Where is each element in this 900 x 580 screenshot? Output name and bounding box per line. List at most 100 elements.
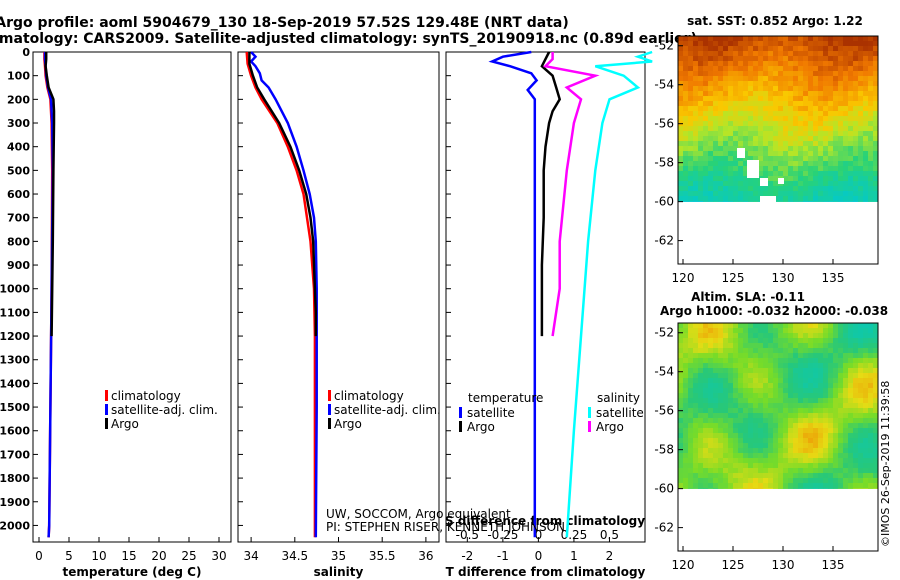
heatmap-cell — [813, 41, 819, 47]
heatmap-cell — [823, 171, 829, 177]
heatmap-cell — [693, 171, 699, 177]
heatmap-cell — [828, 46, 834, 52]
heatmap-cell — [768, 378, 774, 384]
heatmap-cell — [743, 378, 749, 384]
heatmap-cell — [838, 81, 844, 87]
heatmap-cell — [838, 333, 844, 339]
heatmap-cell — [728, 151, 734, 157]
heatmap-cell — [783, 378, 789, 384]
heatmap-cell — [693, 388, 699, 394]
heatmap-cell — [833, 323, 839, 329]
heatmap-cell — [873, 101, 879, 107]
heatmap-cell — [873, 388, 879, 394]
heatmap-cell — [833, 46, 839, 52]
heatmap-cell — [708, 176, 714, 182]
heatmap-cell — [798, 101, 804, 107]
heatmap-cell — [733, 151, 739, 157]
heatmap-cell — [728, 36, 734, 42]
heatmap-cell — [678, 96, 684, 102]
heatmap-cell — [778, 333, 784, 339]
heatmap-cell — [788, 383, 794, 389]
heatmap-cell — [848, 166, 854, 172]
heatmap-cell — [703, 333, 709, 339]
heatmap-cell — [833, 131, 839, 137]
heatmap-cell — [708, 51, 714, 57]
heatmap-cell — [843, 56, 849, 62]
heatmap-cell — [818, 433, 824, 439]
heatmap-cell — [868, 323, 874, 329]
heatmap-cell — [778, 378, 784, 384]
heatmap-cell — [753, 403, 759, 409]
heatmap-cell — [803, 463, 809, 469]
heatmap-cell — [678, 333, 684, 339]
heatmap-cell — [873, 378, 879, 384]
heatmap-cell — [713, 71, 719, 77]
heatmap-cell — [813, 76, 819, 82]
heatmap-cell — [723, 141, 729, 147]
heatmap-cell — [783, 71, 789, 77]
heatmap-cell — [818, 353, 824, 359]
heatmap-cell — [688, 161, 694, 167]
heatmap-cell — [773, 353, 779, 359]
legend-label: satellite — [467, 406, 515, 420]
heatmap-cell — [698, 151, 704, 157]
heatmap-cell — [813, 348, 819, 354]
heatmap-cell — [778, 121, 784, 127]
heatmap-cell — [743, 413, 749, 419]
heatmap-cell — [683, 478, 689, 484]
salinity-diff-tick-label: -0.5 — [456, 528, 479, 542]
heatmap-cell — [693, 41, 699, 47]
heatmap-cell — [783, 166, 789, 172]
sst-lon-label: 125 — [722, 271, 745, 285]
heatmap-cell — [743, 358, 749, 364]
heatmap-cell — [818, 483, 824, 489]
heatmap-cell — [793, 61, 799, 67]
heatmap-cell — [798, 91, 804, 97]
heatmap-cell — [773, 443, 779, 449]
heatmap-cell — [718, 196, 724, 202]
heatmap-cell — [723, 368, 729, 374]
salinity-diff-tick-label: 0 — [535, 528, 543, 542]
heatmap-cell — [838, 186, 844, 192]
heatmap-cell — [778, 383, 784, 389]
heatmap-cell — [783, 36, 789, 42]
heatmap-cell — [828, 196, 834, 202]
heatmap-cell — [873, 443, 879, 449]
heatmap-cell — [833, 453, 839, 459]
sla-lat-label: -60 — [654, 482, 674, 496]
heatmap-cell — [723, 76, 729, 82]
heatmap-cell — [858, 468, 864, 474]
heatmap-cell — [823, 56, 829, 62]
heatmap-cell — [708, 483, 714, 489]
heatmap-cell — [848, 196, 854, 202]
heatmap-cell — [823, 126, 829, 132]
heatmap-cell — [693, 56, 699, 62]
heatmap-cell — [703, 76, 709, 82]
heatmap-cell — [698, 383, 704, 389]
heatmap-cell — [788, 428, 794, 434]
heatmap-cell — [843, 186, 849, 192]
heatmap-cell — [843, 71, 849, 77]
heatmap-cell — [698, 66, 704, 72]
heatmap-cell — [738, 403, 744, 409]
heatmap-cell — [863, 338, 869, 344]
heatmap-cell — [728, 473, 734, 479]
heatmap-cell — [818, 61, 824, 67]
heatmap-cell — [708, 46, 714, 52]
heatmap-cell — [868, 408, 874, 414]
heatmap-cell — [778, 403, 784, 409]
heatmap-cell — [718, 468, 724, 474]
heatmap-cell — [858, 438, 864, 444]
heatmap-cell — [813, 161, 819, 167]
heatmap-cell — [738, 348, 744, 354]
heatmap-cell — [763, 96, 769, 102]
heatmap-cell — [858, 51, 864, 57]
heatmap-cell — [728, 196, 734, 202]
heatmap-cell — [743, 383, 749, 389]
heatmap-cell — [848, 156, 854, 162]
heatmap-cell — [768, 176, 774, 182]
heatmap-cell — [733, 61, 739, 67]
heatmap-cell — [768, 473, 774, 479]
heatmap-cell — [843, 348, 849, 354]
heatmap-cell — [833, 378, 839, 384]
